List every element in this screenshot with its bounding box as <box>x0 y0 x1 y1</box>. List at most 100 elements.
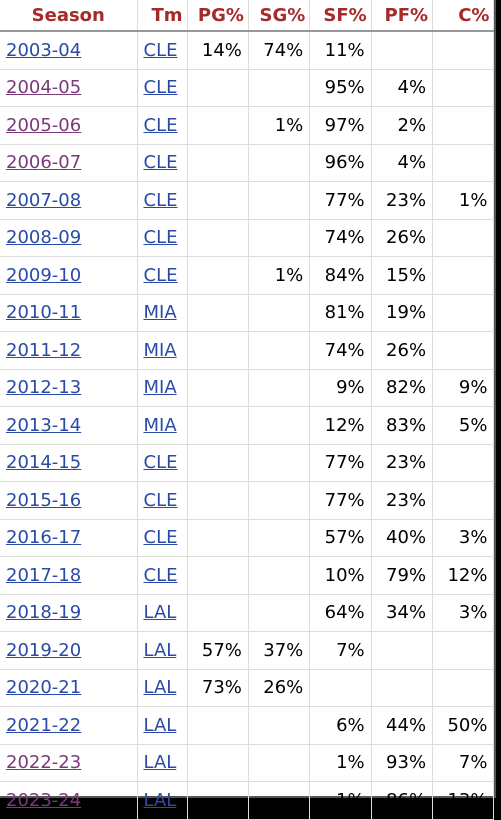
season-link[interactable]: 2019-20 <box>6 639 82 661</box>
header-sf[interactable]: SF% <box>309 0 372 32</box>
table-row: 2019-20 LAL 57% 37% 7% <box>0 631 495 670</box>
sg-pct-cell <box>248 556 311 595</box>
team-link[interactable]: CLE <box>143 77 178 99</box>
season-cell: 2009-10 <box>0 256 138 295</box>
c-pct-cell: 7% <box>432 744 495 782</box>
pf-pct-cell: 44% <box>371 706 434 745</box>
sf-pct-cell: 11% <box>309 31 372 70</box>
sf-pct-cell: 1% <box>309 744 372 782</box>
team-link[interactable]: MIA <box>143 414 177 436</box>
season-cell: 2013-14 <box>0 406 138 445</box>
table-row: 2021-22 LAL 6% 44% 50% <box>0 706 495 745</box>
season-link[interactable]: 2008-09 <box>6 227 82 249</box>
pf-pct-cell: 83% <box>371 406 434 445</box>
table-row: 2011-12 MIA 74% 26% <box>0 331 495 370</box>
season-link[interactable]: 2009-10 <box>6 264 82 286</box>
team-link[interactable]: LAL <box>143 789 177 811</box>
team-link[interactable]: CLE <box>143 189 178 211</box>
season-link[interactable]: 2013-14 <box>6 414 82 436</box>
team-cell: LAL <box>137 781 188 820</box>
team-cell: CLE <box>137 519 188 557</box>
season-link[interactable]: 2003-04 <box>6 39 82 61</box>
pf-pct-cell: 26% <box>371 219 434 257</box>
header-season[interactable]: Season <box>0 0 138 32</box>
season-link[interactable]: 2004-05 <box>6 77 82 99</box>
team-link[interactable]: CLE <box>143 489 178 511</box>
pg-pct-cell <box>187 781 249 820</box>
team-link[interactable]: CLE <box>143 264 178 286</box>
team-cell: MIA <box>137 406 188 445</box>
team-link[interactable]: CLE <box>143 114 178 136</box>
table-row: 2005-06 CLE 1% 97% 2% <box>0 106 495 145</box>
season-link[interactable]: 2016-17 <box>6 527 82 549</box>
pg-pct-cell: 14% <box>187 31 249 70</box>
season-link[interactable]: 2021-22 <box>6 714 82 736</box>
team-link[interactable]: LAL <box>143 639 177 661</box>
table-row: 2015-16 CLE 77% 23% <box>0 481 495 520</box>
c-pct-cell <box>432 144 495 182</box>
season-cell: 2020-21 <box>0 669 138 707</box>
table-row: 2007-08 CLE 77% 23% 1% <box>0 181 495 220</box>
team-link[interactable]: LAL <box>143 714 177 736</box>
pf-pct-cell: 4% <box>371 69 434 107</box>
season-link[interactable]: 2022-23 <box>6 752 82 774</box>
season-link[interactable]: 2020-21 <box>6 677 82 699</box>
sf-pct-cell: 81% <box>309 294 372 332</box>
sf-pct-cell: 57% <box>309 519 372 557</box>
table-row: 2003-04 CLE 14% 74% 11% <box>0 31 495 70</box>
pg-pct-cell: 57% <box>187 631 249 670</box>
season-link[interactable]: 2014-15 <box>6 452 82 474</box>
sf-pct-cell: 77% <box>309 444 372 482</box>
sg-pct-cell: 1% <box>248 256 311 295</box>
header-sg[interactable]: SG% <box>248 0 311 32</box>
team-link[interactable]: LAL <box>143 602 177 624</box>
season-link[interactable]: 2007-08 <box>6 189 82 211</box>
team-link[interactable]: MIA <box>143 339 177 361</box>
pg-pct-cell <box>187 519 249 557</box>
season-link[interactable]: 2006-07 <box>6 152 82 174</box>
team-link[interactable]: LAL <box>143 677 177 699</box>
c-pct-cell: 1% <box>432 181 495 220</box>
header-pg[interactable]: PG% <box>187 0 249 32</box>
season-link[interactable]: 2005-06 <box>6 114 82 136</box>
team-link[interactable]: LAL <box>143 752 177 774</box>
header-pf[interactable]: PF% <box>371 0 434 32</box>
season-link[interactable]: 2012-13 <box>6 377 82 399</box>
season-link[interactable]: 2018-19 <box>6 602 82 624</box>
season-link[interactable]: 2015-16 <box>6 489 82 511</box>
pf-pct-cell: 15% <box>371 256 434 295</box>
season-link[interactable]: 2017-18 <box>6 564 82 586</box>
team-link[interactable]: CLE <box>143 452 178 474</box>
c-pct-cell: 3% <box>432 519 495 557</box>
team-link[interactable]: CLE <box>143 527 178 549</box>
season-link[interactable]: 2011-12 <box>6 339 82 361</box>
sf-pct-cell: 9% <box>309 369 372 407</box>
pg-pct-cell <box>187 481 249 520</box>
team-link[interactable]: CLE <box>143 227 178 249</box>
season-link[interactable]: 2023-24 <box>6 789 82 811</box>
pf-pct-cell: 19% <box>371 294 434 332</box>
sg-pct-cell: 74% <box>248 31 311 70</box>
sg-pct-cell <box>248 406 311 445</box>
team-link[interactable]: CLE <box>143 564 178 586</box>
table-row: 2018-19 LAL 64% 34% 3% <box>0 594 495 632</box>
team-link[interactable]: CLE <box>143 152 178 174</box>
team-link[interactable]: CLE <box>143 39 178 61</box>
season-cell: 2012-13 <box>0 369 138 407</box>
pg-pct-cell <box>187 181 249 220</box>
team-link[interactable]: MIA <box>143 302 177 324</box>
team-cell: CLE <box>137 556 188 595</box>
c-pct-cell: 5% <box>432 406 495 445</box>
sf-pct-cell: 74% <box>309 331 372 370</box>
c-pct-cell <box>432 331 495 370</box>
team-cell: LAL <box>137 706 188 745</box>
header-c[interactable]: C% <box>432 0 495 32</box>
sg-pct-cell <box>248 69 311 107</box>
sf-pct-cell: 12% <box>309 406 372 445</box>
season-link[interactable]: 2010-11 <box>6 302 82 324</box>
pf-pct-cell <box>371 31 434 70</box>
header-team[interactable]: Tm <box>137 0 188 32</box>
team-cell: MIA <box>137 294 188 332</box>
c-pct-cell <box>432 31 495 70</box>
team-link[interactable]: MIA <box>143 377 177 399</box>
